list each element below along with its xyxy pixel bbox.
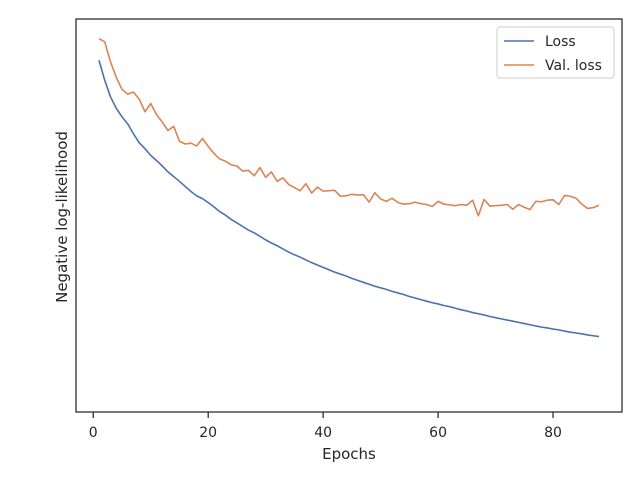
series-line-loss <box>98 60 600 338</box>
legend: Loss Val. loss <box>496 26 615 79</box>
x-axis-label: Epochs <box>322 445 376 463</box>
x-tick-label: 60 <box>429 425 447 441</box>
legend-label-loss: Loss <box>545 34 576 50</box>
x-tick-label: 0 <box>89 425 98 441</box>
x-tick-label: 20 <box>199 425 217 441</box>
y-axis-label: Negative log-likelihood <box>53 131 71 303</box>
series-group <box>98 37 600 338</box>
plot-frame <box>75 18 623 413</box>
series-line-val-loss <box>98 37 600 217</box>
x-axis: 0 20 40 60 80 <box>89 412 562 441</box>
legend-label-val-loss: Val. loss <box>545 58 602 74</box>
x-tick-label: 80 <box>544 425 562 441</box>
x-tick-label: 40 <box>314 425 332 441</box>
